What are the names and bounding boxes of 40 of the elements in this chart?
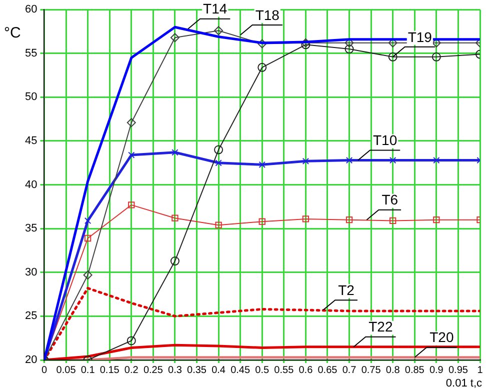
annotation: T20: [430, 329, 454, 346]
annotation: T14: [203, 0, 228, 17]
y-tick-label: 35: [24, 222, 38, 235]
y-tick-label: 55: [24, 47, 38, 60]
x-tick-label: 0.95: [448, 364, 468, 376]
x-tick-label: 0.85: [404, 364, 425, 376]
x-tick-label: 0.15: [100, 364, 120, 376]
annotation: T10: [372, 132, 398, 148]
x-tick-label: 0.9: [429, 364, 444, 376]
y-axis-title: °C: [4, 24, 21, 42]
x-tick-label: 0.65: [318, 364, 338, 376]
annotation: T2: [338, 282, 355, 298]
x-tick-label: 0.45: [230, 364, 250, 376]
x-tick-label: 0.35: [187, 364, 207, 376]
x-tick-label: 0.8: [386, 364, 400, 376]
annotation: T6: [382, 192, 398, 208]
x-tick-label: 0.3: [168, 364, 182, 376]
annotation: T19: [408, 28, 432, 45]
y-tick-label: 30: [24, 266, 38, 278]
y-tick-label: 45: [24, 135, 38, 148]
x-tick-label: 0.2: [124, 364, 139, 376]
annotation: T22: [368, 318, 393, 335]
x-tick-label: 0.75: [361, 364, 382, 376]
x-tick-label: 0: [41, 364, 48, 376]
annotation: T18: [255, 6, 280, 23]
x-tick-label: 0.55: [274, 364, 294, 376]
y-tick-label: 25: [24, 310, 38, 322]
x-tick-label: 0.25: [143, 364, 164, 376]
x-tick-label: 0.4: [212, 364, 226, 376]
x-tick-label: 0.7: [342, 364, 357, 376]
x-tick-label: 0.5: [255, 364, 270, 376]
y-tick-label: 20: [24, 354, 38, 366]
y-tick-label: 40: [24, 178, 38, 191]
y-tick-label: 50: [24, 91, 38, 104]
x-tick-label: 1: [477, 364, 484, 376]
x-axis-title: 0.01 t,c: [446, 378, 482, 390]
x-tick-label: 0.1: [80, 364, 96, 376]
y-tick-label: 60: [24, 4, 38, 16]
x-tick-label: 0.6: [298, 364, 314, 376]
x-tick-label: 0.05: [56, 364, 76, 376]
